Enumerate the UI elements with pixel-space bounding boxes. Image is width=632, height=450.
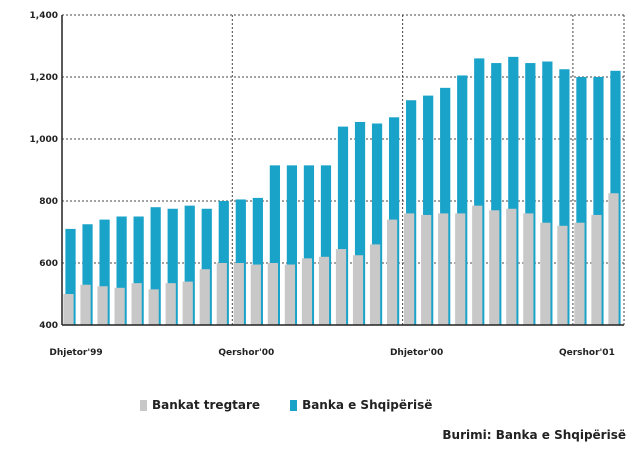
bar-commercial bbox=[165, 283, 176, 325]
bar-central bbox=[576, 77, 587, 325]
bar-commercial bbox=[455, 213, 466, 325]
bar-commercial bbox=[591, 214, 602, 325]
bar-commercial bbox=[557, 225, 568, 325]
bar-commercial bbox=[199, 269, 210, 325]
y-tick-label: 1,400 bbox=[30, 11, 58, 21]
bar-central bbox=[593, 77, 604, 325]
bar-commercial bbox=[233, 263, 244, 325]
bar-central bbox=[406, 100, 417, 325]
axes: 400 600 800 1,000 1,200 1,400 Dhjetor'99 Qersho… bbox=[30, 11, 624, 358]
bar-central bbox=[542, 61, 553, 325]
bar-central bbox=[286, 165, 298, 325]
bar-commercial bbox=[114, 287, 125, 325]
bar-central bbox=[252, 197, 263, 325]
bar-commercial bbox=[216, 263, 227, 325]
y-tick-label: 600 bbox=[39, 259, 58, 269]
bar-commercial bbox=[352, 255, 364, 325]
bar-central bbox=[167, 208, 178, 325]
legend-item-commercial: Bankat tregtare bbox=[140, 398, 260, 412]
bar-commercial bbox=[250, 264, 261, 325]
bar-commercial bbox=[386, 219, 398, 325]
legend-swatch-central bbox=[290, 399, 298, 411]
legend-label-central: Banka e Shqipërisë bbox=[302, 398, 433, 412]
bar-central bbox=[525, 63, 536, 326]
bar-central bbox=[82, 224, 93, 325]
bar-central bbox=[337, 126, 349, 325]
bar-commercial bbox=[369, 244, 381, 325]
bar-central bbox=[150, 207, 161, 325]
bar-central bbox=[320, 165, 332, 325]
bars bbox=[63, 56, 621, 326]
bar-central bbox=[116, 216, 127, 325]
source-label: Burimi: Banka e Shqipërisë bbox=[442, 428, 626, 442]
bar-central bbox=[201, 208, 212, 325]
bar-central bbox=[440, 87, 451, 325]
y-tick-label: 1,200 bbox=[30, 73, 58, 83]
bar-central bbox=[133, 216, 144, 325]
bar-central bbox=[423, 95, 434, 325]
bar-central bbox=[491, 63, 502, 326]
bar-commercial bbox=[301, 258, 313, 325]
bar-central bbox=[235, 199, 246, 325]
bar-commercial bbox=[335, 249, 347, 325]
bar-commercial bbox=[80, 284, 91, 325]
x-tick-label: Qershor'00 bbox=[218, 348, 274, 358]
bar-commercial bbox=[540, 222, 551, 325]
bar-central bbox=[65, 228, 76, 325]
bar-commercial bbox=[608, 193, 619, 325]
bar-commercial bbox=[438, 213, 449, 325]
legend-swatch-commercial bbox=[140, 399, 147, 411]
y-tick-label: 400 bbox=[39, 321, 58, 331]
bar-central bbox=[269, 165, 280, 325]
bar-central bbox=[371, 123, 383, 325]
x-tick-label: Dhjetor'00 bbox=[390, 348, 443, 358]
bar-central bbox=[457, 75, 468, 325]
bar-central bbox=[354, 121, 366, 325]
bar-commercial bbox=[421, 214, 432, 325]
bar-central bbox=[303, 165, 315, 325]
x-tick-label: Qershor'01 bbox=[559, 348, 615, 358]
bar-central bbox=[99, 219, 110, 325]
legend-item-central: Banka e Shqipërisë bbox=[290, 398, 432, 412]
bar-commercial bbox=[523, 213, 534, 325]
bar-central bbox=[474, 58, 485, 326]
bar-commercial bbox=[182, 281, 193, 325]
bar-central bbox=[184, 205, 195, 325]
x-tick-label: Dhjetor'99 bbox=[49, 348, 102, 358]
y-tick-label: 800 bbox=[39, 197, 58, 207]
bar-commercial bbox=[472, 205, 483, 325]
bar-commercial bbox=[63, 294, 74, 325]
legend-label-commercial: Bankat tregtare bbox=[152, 398, 261, 412]
bar-commercial bbox=[506, 208, 517, 325]
bar-commercial bbox=[489, 210, 500, 325]
bar-commercial bbox=[318, 256, 330, 325]
bar-commercial bbox=[284, 264, 296, 325]
bar-commercial bbox=[404, 213, 415, 325]
y-tick-label: 1,000 bbox=[30, 135, 58, 145]
bar-commercial bbox=[97, 286, 108, 325]
bar-commercial bbox=[148, 289, 159, 325]
bar-central bbox=[559, 69, 570, 325]
bar-commercial bbox=[131, 283, 142, 325]
bar-commercial bbox=[267, 263, 278, 325]
legend: Bankat tregtare Banka e Shqipërisë bbox=[140, 398, 462, 412]
bar-central bbox=[508, 56, 519, 325]
bar-commercial bbox=[574, 222, 585, 325]
